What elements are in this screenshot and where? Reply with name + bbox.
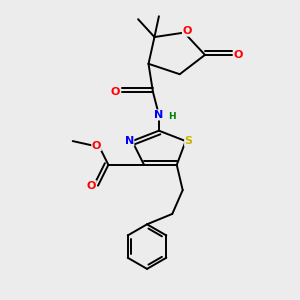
Text: H: H	[169, 112, 176, 121]
Text: O: O	[234, 50, 243, 60]
Text: O: O	[92, 140, 101, 151]
Text: N: N	[154, 110, 164, 120]
Text: O: O	[110, 87, 120, 97]
Text: O: O	[182, 26, 192, 36]
Text: S: S	[184, 136, 193, 146]
Text: O: O	[87, 181, 96, 191]
Text: N: N	[124, 136, 134, 146]
